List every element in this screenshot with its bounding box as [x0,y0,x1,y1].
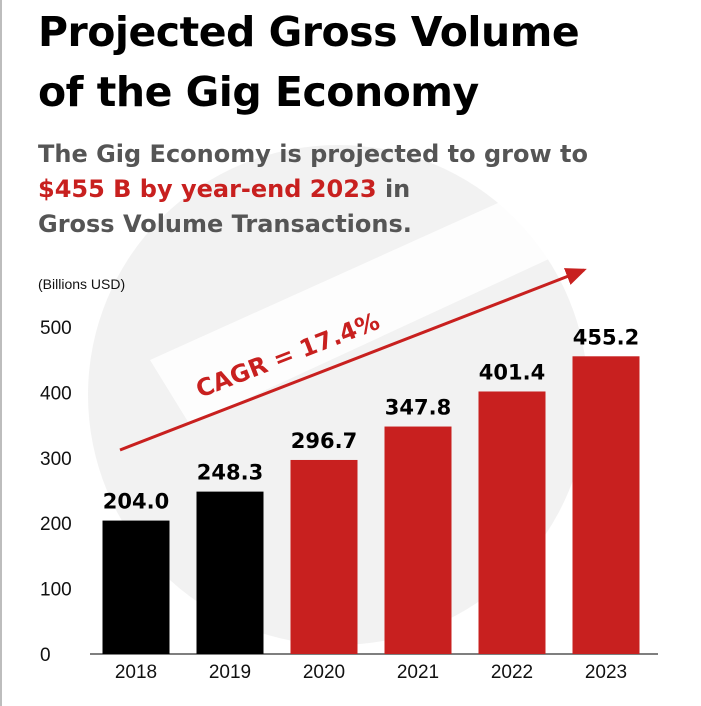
bars [102,356,640,654]
x-tick-label-2022: 2022 [491,662,533,683]
bar-2020 [290,459,358,654]
x-tick-label-2018: 2018 [115,662,157,683]
page-title: Projected Gross Volume of the Gig Econom… [38,2,580,122]
x-axis-labels: 2018 2019 2020 2021 2022 2023 [115,662,627,683]
cagr-arrow [119,268,587,452]
x-tick-label-2020: 2020 [303,662,345,683]
bar-2019 [196,491,264,654]
value-label-2019: 248.3 [197,461,263,485]
left-border [0,0,2,706]
bar-2022 [478,391,546,654]
value-label-2023: 455.2 [573,325,639,349]
x-tick-label-2021: 2021 [397,662,439,683]
y-tick-label: 300 [40,449,72,470]
y-tick-label: 100 [40,580,72,601]
bar-2021 [384,426,452,654]
value-label-2018: 204.0 [103,490,169,514]
x-tick-label-2023: 2023 [585,662,627,683]
subtitle-highlight: $455 B by year-end 2023 [38,175,377,203]
bar-2018 [102,520,170,654]
subtitle-line-2-rest: in [376,175,411,203]
value-label-2022: 401.4 [479,360,545,384]
y-tick-label: 500 [40,318,72,339]
x-tick-label-2019: 2019 [209,662,251,683]
units-label: (Billions USD) [38,276,126,292]
subtitle-line-3: Gross Volume Transactions. [38,210,412,238]
value-labels: 204.0 248.3 296.7 347.8 401.4 455.2 [103,325,639,513]
title-line-1: Projected Gross Volume [38,8,580,56]
y-tick-label: 400 [40,383,72,404]
y-tick-label: 0 [40,645,51,666]
y-axis-ticks: 0 100 200 300 400 500 [40,318,72,666]
value-label-2020: 296.7 [291,429,357,453]
bar-2023 [572,356,640,654]
value-label-2021: 347.8 [385,396,451,420]
title-line-2: of the Gig Economy [38,68,479,116]
subtitle-line-1: The Gig Economy is projected to grow to [38,140,588,168]
subtitle: The Gig Economy is projected to grow to … [38,137,588,242]
y-tick-label: 200 [40,514,72,535]
